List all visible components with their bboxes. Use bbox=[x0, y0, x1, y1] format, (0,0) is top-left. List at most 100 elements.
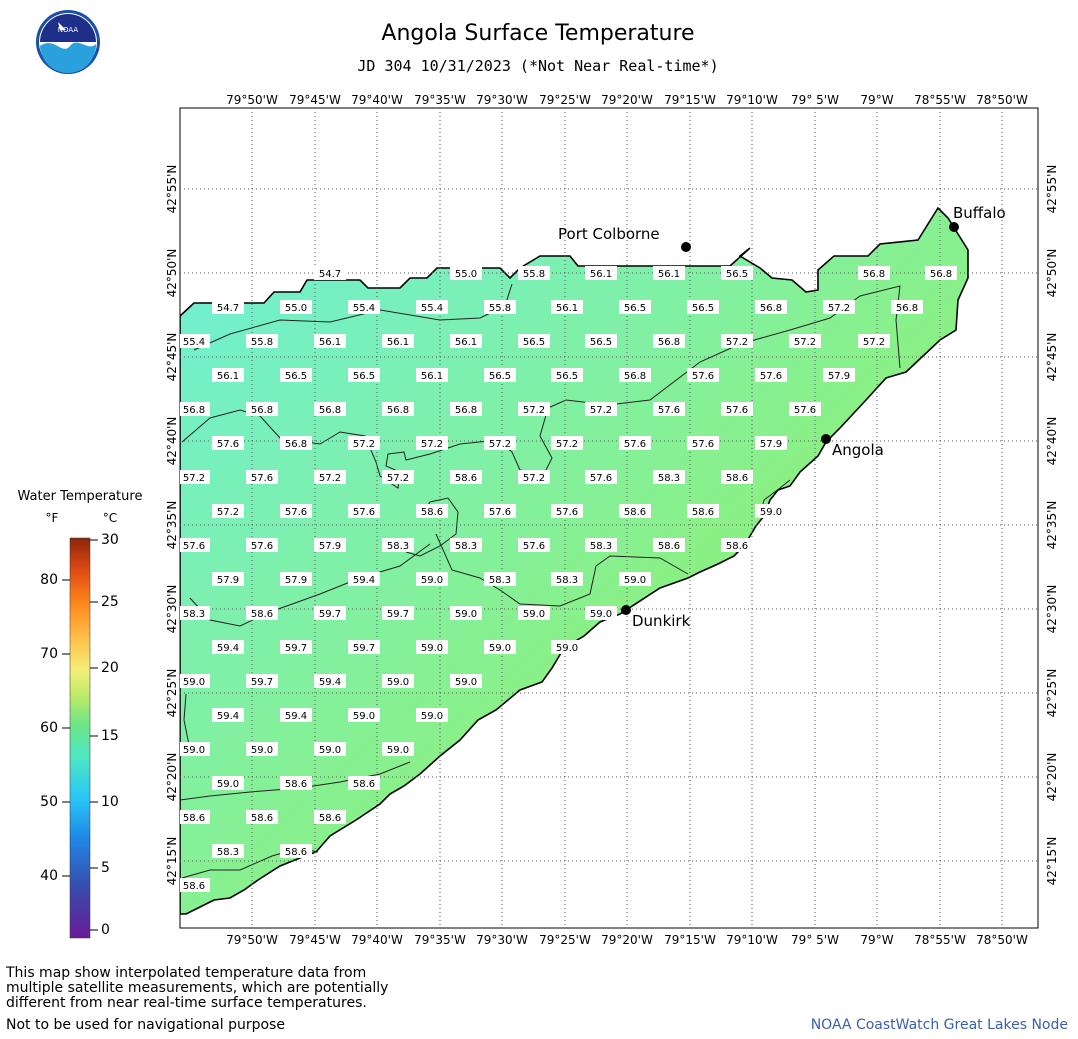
temperature-label-background bbox=[180, 470, 210, 484]
longitude-label: 79°35'W bbox=[414, 933, 466, 947]
temperature-value: 58.6 bbox=[353, 779, 375, 790]
temperature-value: 55.4 bbox=[421, 303, 443, 314]
temperature-label: 56.5 bbox=[721, 266, 753, 280]
temperature-label-background bbox=[518, 334, 550, 348]
temperature-value: 56.8 bbox=[863, 269, 885, 280]
temperature-value: 57.6 bbox=[556, 507, 578, 518]
temperature-label-background bbox=[858, 334, 890, 348]
temperature-value-labels: 54.7 55.0 55.8 56.1 56.1 56.5 56.8 56.8 54.7 55.0… bbox=[180, 266, 957, 892]
temperature-label-background bbox=[314, 674, 346, 688]
latitude-label: 42°55'N bbox=[165, 165, 179, 214]
temperature-label-background bbox=[755, 368, 787, 382]
temperature-label: 58.3 bbox=[382, 538, 414, 552]
temperature-label: 56.8 bbox=[925, 266, 957, 280]
temperature-label-background bbox=[619, 368, 651, 382]
temperature-label-background bbox=[348, 640, 380, 654]
temperature-value: 59.0 bbox=[319, 745, 341, 756]
temperature-label-background bbox=[416, 572, 448, 586]
temperature-value: 59.4 bbox=[353, 575, 375, 586]
temperature-label: 57.2 bbox=[858, 334, 890, 348]
longitude-label: 79°50'W bbox=[226, 93, 278, 107]
temperature-label-background bbox=[280, 708, 312, 722]
temperature-label: 59.4 bbox=[314, 674, 346, 688]
temperature-label: 56.8 bbox=[653, 334, 685, 348]
temperature-value: 55.4 bbox=[353, 303, 375, 314]
temperature-label-background bbox=[246, 742, 278, 756]
temperature-label: 56.8 bbox=[180, 402, 210, 416]
temperature-label-background bbox=[416, 708, 448, 722]
temperature-value: 59.7 bbox=[319, 609, 341, 620]
temperature-label-background bbox=[180, 810, 210, 824]
legend-celsius-ticks: 30 25 20 15 10 5 0 bbox=[90, 532, 119, 938]
temperature-label-background bbox=[687, 300, 719, 314]
temperature-label: 58.3 bbox=[551, 572, 583, 586]
temperature-value: 58.6 bbox=[251, 609, 273, 620]
temperature-label: 56.8 bbox=[280, 436, 312, 450]
temperature-value: 59.7 bbox=[251, 677, 273, 688]
legend-fahrenheit-label: 70 bbox=[40, 646, 58, 662]
temperature-label-background bbox=[280, 640, 312, 654]
temperature-value: 56.5 bbox=[726, 269, 748, 280]
temperature-value: 59.0 bbox=[183, 677, 205, 688]
temperature-value: 59.0 bbox=[387, 745, 409, 756]
legend-celsius-label: 0 bbox=[101, 922, 110, 938]
temperature-value: 56.8 bbox=[319, 405, 341, 416]
temperature-label-background bbox=[348, 300, 380, 314]
temperature-label: 56.8 bbox=[382, 402, 414, 416]
longitude-label: 78°55'W bbox=[914, 933, 966, 947]
temperature-value: 59.0 bbox=[760, 507, 782, 518]
temperature-value: 57.6 bbox=[726, 405, 748, 416]
temperature-value: 59.7 bbox=[353, 643, 375, 654]
temperature-value: 57.6 bbox=[658, 405, 680, 416]
temperature-value: 56.8 bbox=[455, 405, 477, 416]
temperature-value: 59.0 bbox=[455, 609, 477, 620]
temperature-value: 56.8 bbox=[387, 405, 409, 416]
temperature-value: 57.6 bbox=[692, 371, 714, 382]
temperature-label-background bbox=[619, 436, 651, 450]
temperature-value: 57.9 bbox=[760, 439, 782, 450]
temperature-label-background bbox=[925, 266, 957, 280]
temperature-value: 59.0 bbox=[590, 609, 612, 620]
temperature-label-background bbox=[416, 640, 448, 654]
temperature-label: 57.6 bbox=[619, 436, 651, 450]
temperature-label: 59.0 bbox=[416, 708, 448, 722]
temperature-label: 55.8 bbox=[518, 266, 550, 280]
temperature-value: 56.8 bbox=[285, 439, 307, 450]
temperature-label: 58.6 bbox=[721, 538, 753, 552]
temperature-value: 58.6 bbox=[285, 779, 307, 790]
temperature-label: 59.7 bbox=[382, 606, 414, 620]
temperature-label: 59.7 bbox=[246, 674, 278, 688]
temperature-label-background bbox=[619, 300, 651, 314]
temperature-label-background bbox=[246, 606, 278, 620]
temperature-value: 56.5 bbox=[624, 303, 646, 314]
temperature-value: 56.5 bbox=[489, 371, 511, 382]
temperature-label: 57.2 bbox=[314, 470, 346, 484]
temperature-label-background bbox=[484, 640, 516, 654]
longitude-label: 79°40'W bbox=[351, 93, 403, 107]
temperature-label: 54.7 bbox=[212, 300, 244, 314]
temperature-label: 57.6 bbox=[755, 368, 787, 382]
longitude-label: 79°15'W bbox=[664, 933, 716, 947]
longitude-label: 79°25'W bbox=[539, 93, 591, 107]
temperature-label-background bbox=[246, 674, 278, 688]
temperature-value: 59.0 bbox=[183, 745, 205, 756]
longitude-label: 79°45'W bbox=[289, 933, 341, 947]
temperature-label: 58.6 bbox=[246, 606, 278, 620]
legend-celsius-label: 5 bbox=[101, 860, 110, 876]
temperature-label: 56.8 bbox=[314, 402, 346, 416]
temperature-label-background bbox=[619, 572, 651, 586]
temperature-label-background bbox=[212, 708, 244, 722]
temperature-value: 57.2 bbox=[353, 439, 375, 450]
temperature-label: 56.1 bbox=[551, 300, 583, 314]
temperature-label: 58.3 bbox=[180, 606, 210, 620]
city-marker-buffalo bbox=[949, 222, 959, 232]
temperature-label: 56.8 bbox=[891, 300, 923, 314]
temperature-value: 57.2 bbox=[217, 507, 239, 518]
temperature-label: 57.2 bbox=[382, 470, 414, 484]
temperature-label: 57.6 bbox=[246, 470, 278, 484]
legend-unit-celsius: °C bbox=[103, 511, 117, 525]
longitude-label: 79°25'W bbox=[539, 933, 591, 947]
temperature-label-background bbox=[246, 334, 278, 348]
temperature-label: 57.9 bbox=[755, 436, 787, 450]
